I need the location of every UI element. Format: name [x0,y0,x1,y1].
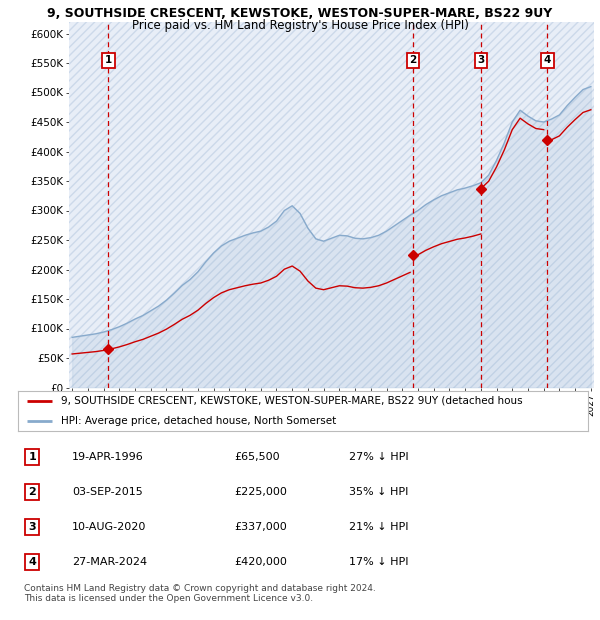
Text: 19-APR-1996: 19-APR-1996 [72,453,144,463]
Text: 27% ↓ HPI: 27% ↓ HPI [349,453,408,463]
Text: 4: 4 [544,55,551,65]
Text: 2: 2 [28,487,36,497]
Text: 10-AUG-2020: 10-AUG-2020 [72,522,146,532]
Text: 35% ↓ HPI: 35% ↓ HPI [349,487,408,497]
Text: 9, SOUTHSIDE CRESCENT, KEWSTOKE, WESTON-SUPER-MARE, BS22 9UY (detached hous: 9, SOUTHSIDE CRESCENT, KEWSTOKE, WESTON-… [61,396,523,405]
Text: 4: 4 [28,557,36,567]
Text: £420,000: £420,000 [235,557,287,567]
Text: 03-SEP-2015: 03-SEP-2015 [72,487,143,497]
Text: 3: 3 [477,55,484,65]
Text: 21% ↓ HPI: 21% ↓ HPI [349,522,408,532]
Text: Contains HM Land Registry data © Crown copyright and database right 2024.
This d: Contains HM Land Registry data © Crown c… [24,584,376,603]
Text: £225,000: £225,000 [235,487,287,497]
Text: 27-MAR-2024: 27-MAR-2024 [72,557,147,567]
Text: £337,000: £337,000 [235,522,287,532]
Text: 17% ↓ HPI: 17% ↓ HPI [349,557,408,567]
Text: 1: 1 [104,55,112,65]
Text: 2: 2 [409,55,416,65]
Text: £65,500: £65,500 [235,453,280,463]
Text: 3: 3 [28,522,36,532]
Text: 1: 1 [28,453,36,463]
Text: Price paid vs. HM Land Registry's House Price Index (HPI): Price paid vs. HM Land Registry's House … [131,19,469,32]
Text: HPI: Average price, detached house, North Somerset: HPI: Average price, detached house, Nort… [61,416,336,426]
Text: 9, SOUTHSIDE CRESCENT, KEWSTOKE, WESTON-SUPER-MARE, BS22 9UY: 9, SOUTHSIDE CRESCENT, KEWSTOKE, WESTON-… [47,7,553,20]
